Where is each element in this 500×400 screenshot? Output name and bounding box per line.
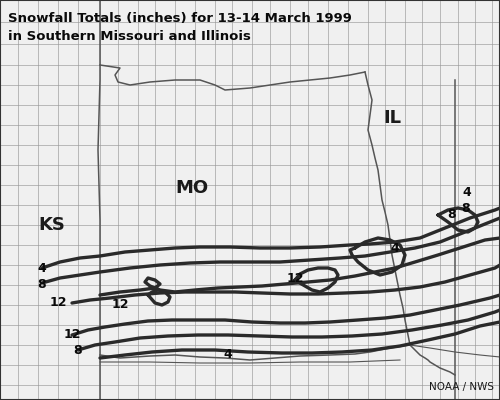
Text: 8: 8 <box>448 208 456 222</box>
Text: 12: 12 <box>49 296 67 308</box>
Text: IL: IL <box>383 109 401 127</box>
Text: 4: 4 <box>390 242 400 254</box>
Text: 12: 12 <box>63 328 81 342</box>
Text: 8: 8 <box>462 202 470 214</box>
Text: NOAA / NWS: NOAA / NWS <box>429 382 494 392</box>
Text: MO: MO <box>176 179 208 197</box>
Text: 12: 12 <box>111 298 129 312</box>
Text: 12: 12 <box>286 272 304 284</box>
Text: 4: 4 <box>38 262 46 274</box>
Text: 4: 4 <box>462 186 471 198</box>
Text: 8: 8 <box>38 278 46 290</box>
Text: Snowfall Totals (inches) for 13-14 March 1999: Snowfall Totals (inches) for 13-14 March… <box>8 12 352 25</box>
Text: KS: KS <box>38 216 66 234</box>
Text: 4: 4 <box>224 348 232 362</box>
Text: 8: 8 <box>74 344 82 356</box>
Text: in Southern Missouri and Illinois: in Southern Missouri and Illinois <box>8 30 251 43</box>
